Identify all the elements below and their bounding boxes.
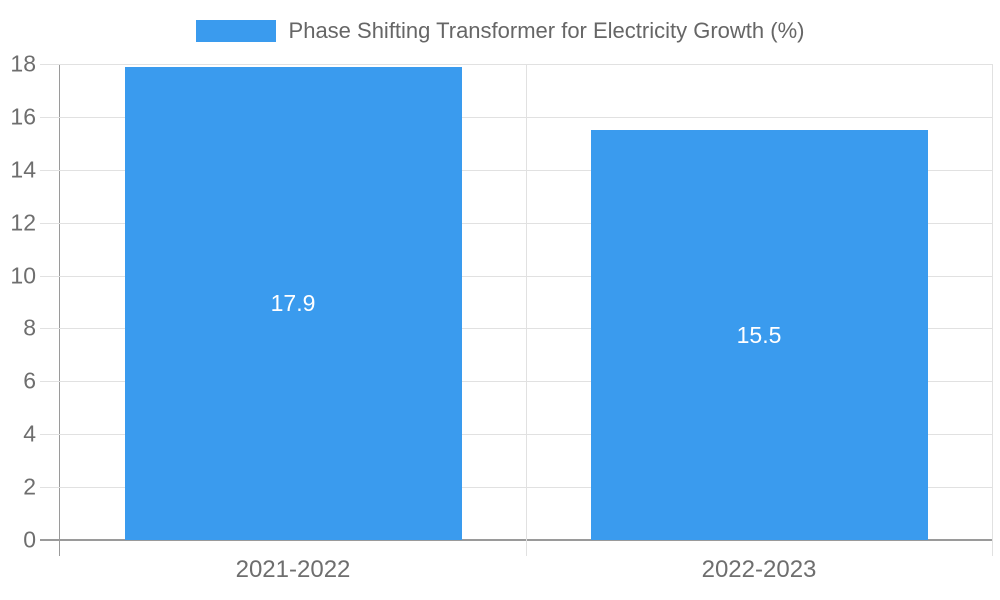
bar-2022-2023[interactable]: 15.5 bbox=[590, 130, 928, 540]
gridline-y-14 bbox=[40, 169, 992, 171]
y-axis-tick-labels: 0 2 4 6 8 10 12 14 16 18 bbox=[0, 51, 36, 553]
y-tick-label-18: 18 bbox=[10, 50, 36, 77]
legend-label: Phase Shifting Transformer for Electrici… bbox=[288, 18, 805, 43]
y-tick-label-2: 2 bbox=[23, 473, 36, 500]
bar-2021-2022[interactable]: 17.9 bbox=[124, 66, 462, 540]
gridline-y-10 bbox=[40, 275, 992, 277]
gridline-x-boundary-2 bbox=[992, 64, 993, 556]
gridline-y-6 bbox=[40, 381, 992, 383]
y-tick-label-16: 16 bbox=[10, 103, 36, 130]
gridline-y-4 bbox=[40, 434, 992, 436]
legend-swatch-icon bbox=[195, 20, 276, 42]
y-tick-label-6: 6 bbox=[23, 367, 36, 394]
gridline-y-12 bbox=[40, 222, 992, 224]
plot-area: 17.9 15.5 bbox=[40, 64, 993, 556]
bar-value-label: 17.9 bbox=[270, 289, 316, 316]
x-axis-category-labels: 2021-2022 2022-2023 bbox=[60, 556, 992, 590]
y-tick-label-12: 12 bbox=[10, 209, 36, 236]
chart-legend[interactable]: Phase Shifting Transformer for Electrici… bbox=[0, 19, 1000, 43]
x-axis-baseline bbox=[40, 539, 992, 541]
y-tick-label-14: 14 bbox=[10, 156, 36, 183]
y-axis-line bbox=[59, 64, 60, 556]
bar-value-label: 15.5 bbox=[736, 321, 782, 348]
gridline-y-2 bbox=[40, 487, 992, 489]
x-tick-label-2022-2023: 2022-2023 bbox=[701, 556, 817, 583]
gridline-y-16 bbox=[40, 116, 992, 118]
gridline-y-18 bbox=[40, 64, 992, 65]
gridline-x-boundary-1 bbox=[526, 64, 527, 556]
y-tick-label-8: 8 bbox=[23, 314, 36, 341]
y-tick-label-10: 10 bbox=[10, 262, 36, 289]
gridline-y-8 bbox=[40, 328, 992, 330]
x-tick-label-2021-2022: 2021-2022 bbox=[235, 556, 351, 583]
y-tick-label-4: 4 bbox=[23, 420, 36, 447]
y-tick-label-0: 0 bbox=[23, 526, 36, 553]
